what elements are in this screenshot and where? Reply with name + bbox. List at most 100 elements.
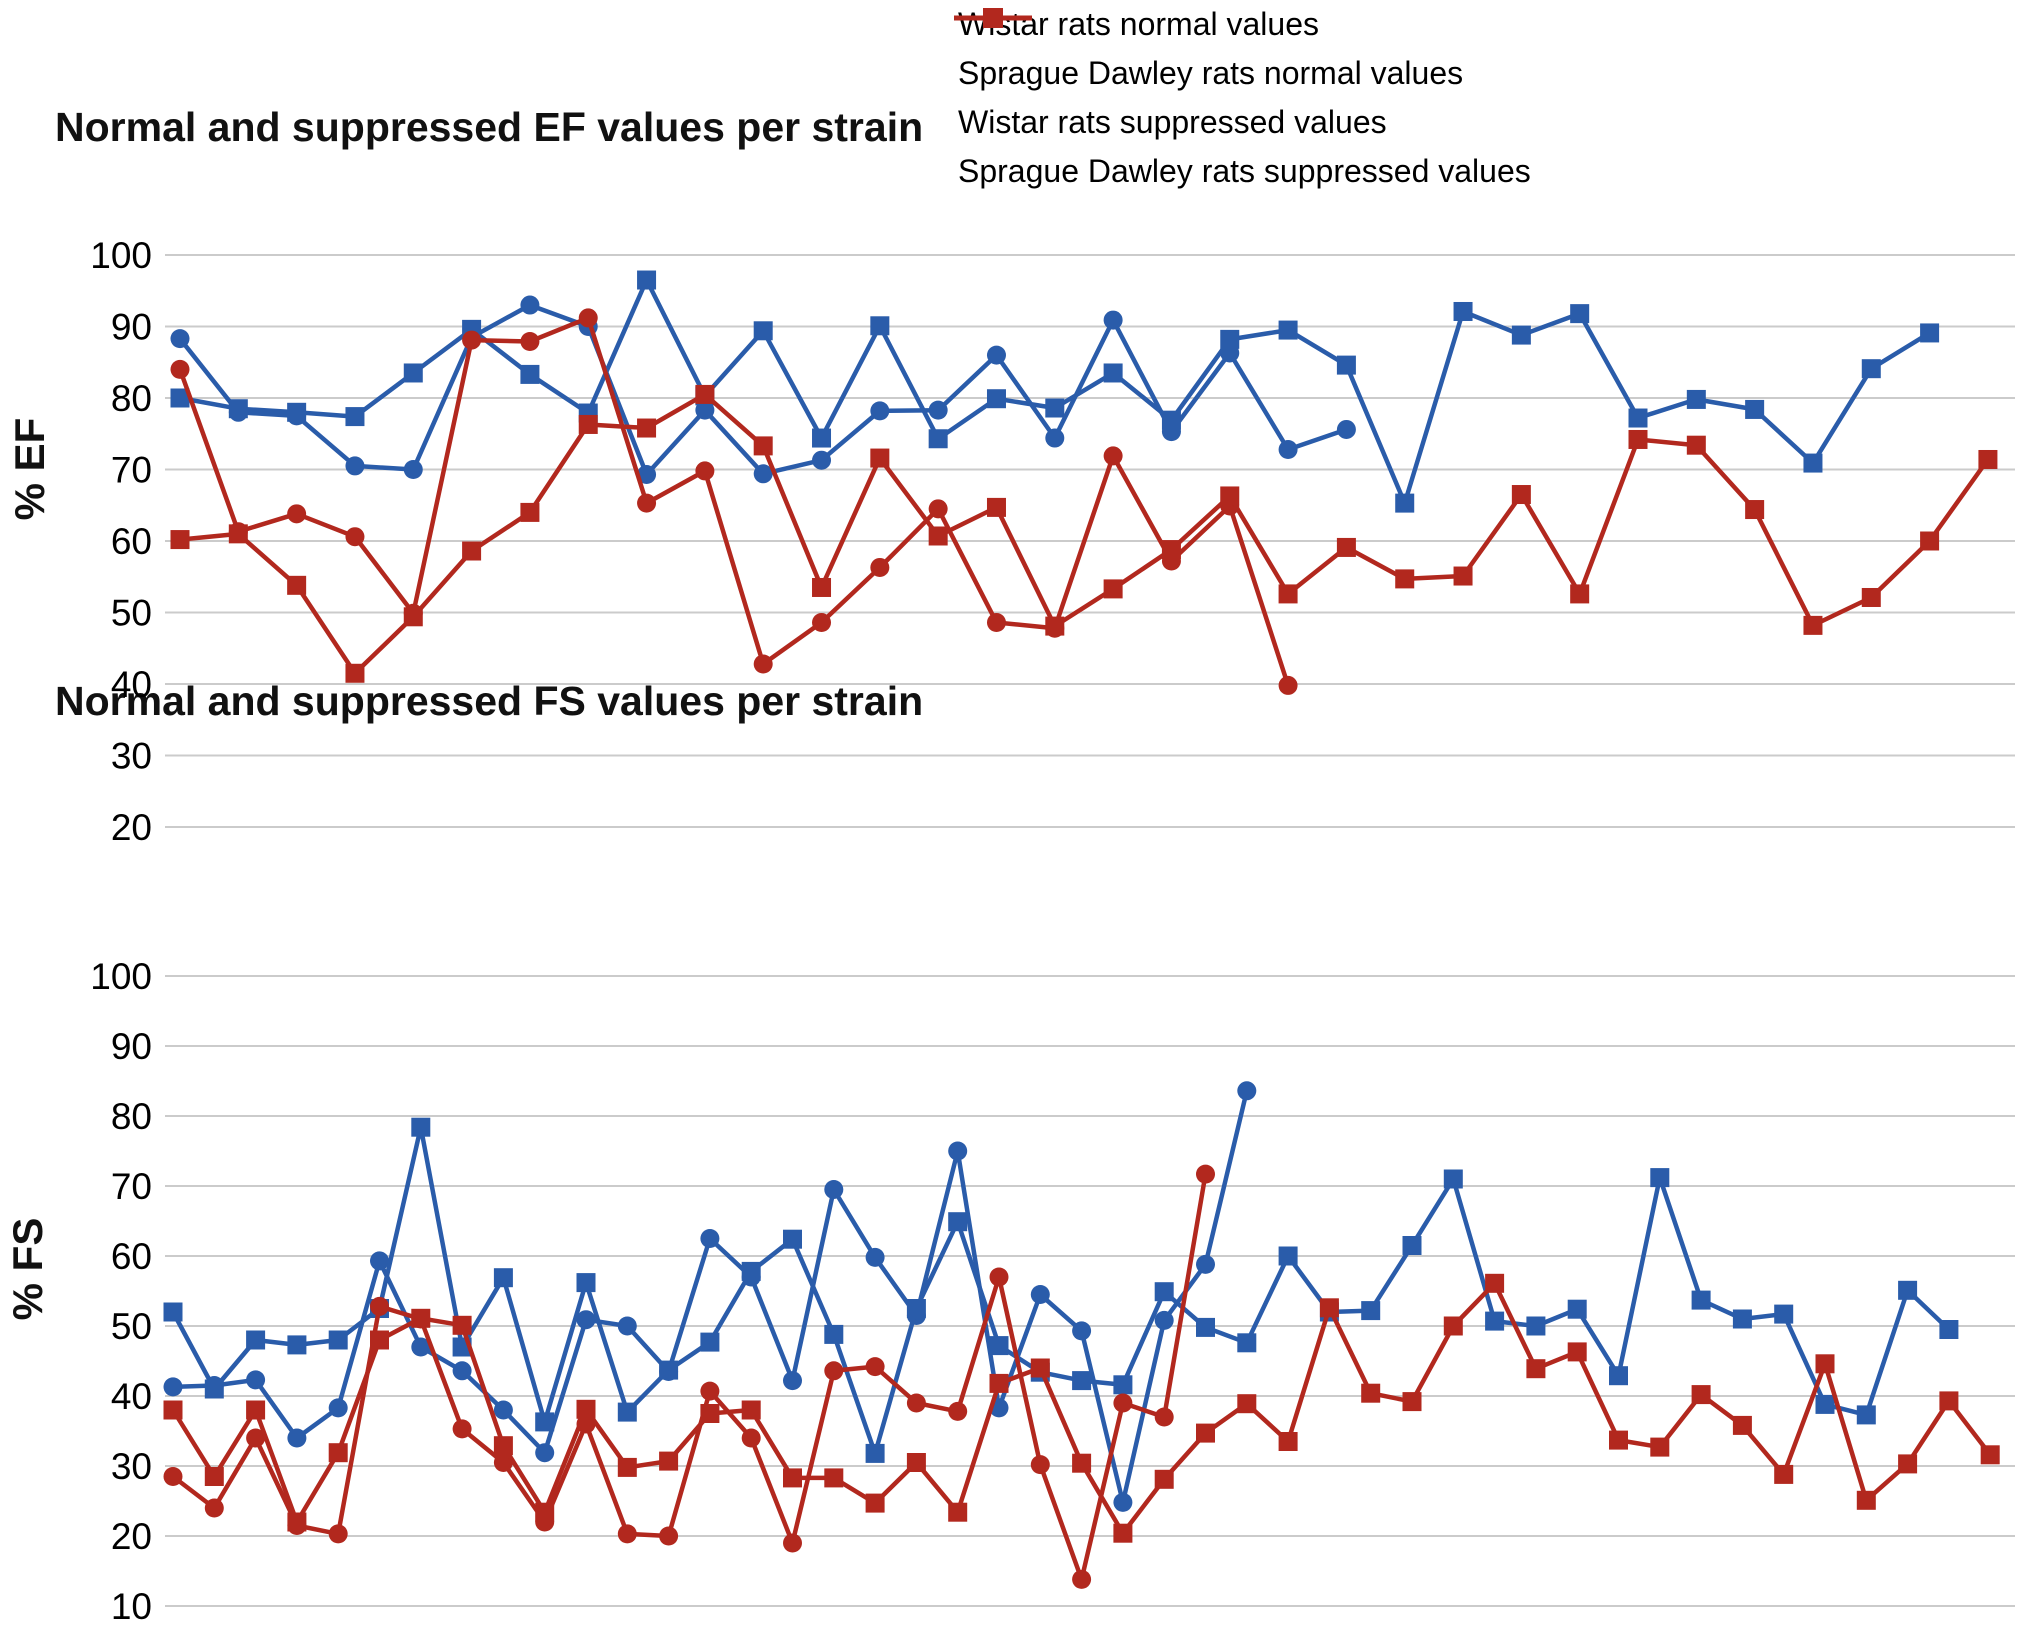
data-point	[345, 663, 365, 683]
data-point	[1650, 1168, 1670, 1188]
y-tick-80: 80	[111, 1096, 152, 1137]
data-point	[948, 1401, 968, 1421]
data-point	[246, 1428, 266, 1448]
data-point	[1045, 616, 1065, 636]
data-point	[328, 1330, 348, 1350]
data-point	[403, 607, 423, 627]
data-point	[1861, 587, 1881, 607]
data-point	[1196, 1254, 1215, 1274]
data-point	[1920, 323, 1940, 343]
y-tick-20: 20	[111, 807, 152, 848]
data-point	[928, 429, 948, 449]
data-point	[989, 1336, 1009, 1356]
data-point	[1402, 1392, 1422, 1412]
data-point	[1443, 1316, 1463, 1336]
data-point	[865, 1443, 885, 1463]
data-point	[1803, 453, 1823, 473]
data-point	[1278, 439, 1298, 459]
legend-label: Sprague Dawley rats normal values	[958, 55, 1464, 91]
data-point	[906, 1299, 926, 1318]
data-point	[1336, 419, 1356, 439]
data-point	[1103, 363, 1123, 383]
data-point	[578, 414, 598, 434]
legend-item-sprague-normal: Sprague Dawley rats normal values	[952, 8, 1531, 98]
data-point	[1072, 1453, 1092, 1473]
data-point	[576, 1273, 596, 1293]
data-point	[700, 1229, 720, 1248]
y-tick-60: 60	[111, 1236, 152, 1277]
data-point	[170, 388, 190, 408]
data-point	[411, 1337, 431, 1357]
data-point	[246, 1400, 266, 1420]
data-point	[870, 557, 890, 577]
data-point	[1336, 537, 1356, 557]
data-point	[1978, 449, 1998, 469]
data-point	[637, 465, 657, 485]
data-point	[1278, 320, 1298, 340]
series-line-1-2	[171, 1173, 1208, 1582]
data-point	[1161, 410, 1181, 430]
data-point	[1154, 1282, 1174, 1302]
ef-chart-title: Normal and suppressed EF values per stra…	[55, 104, 924, 150]
y-tick-20: 20	[111, 1516, 152, 1557]
y-tick-70: 70	[111, 450, 152, 491]
data-point	[1045, 398, 1065, 418]
data-point	[1745, 500, 1765, 520]
data-point	[1336, 355, 1356, 375]
data-point	[812, 450, 832, 470]
data-point	[783, 1229, 802, 1249]
data-point	[576, 1399, 596, 1419]
data-point	[812, 428, 832, 448]
data-point	[328, 1524, 348, 1544]
data-point	[1361, 1383, 1381, 1403]
data-point	[370, 1251, 389, 1271]
data-point	[576, 1310, 596, 1330]
data-point	[1856, 1405, 1876, 1425]
data-point	[493, 1400, 513, 1420]
data-point	[870, 448, 890, 468]
data-point	[1628, 408, 1648, 428]
data-point	[1628, 429, 1648, 449]
data-point	[1278, 584, 1298, 604]
data-point	[1774, 1464, 1794, 1484]
data-point	[1453, 301, 1473, 321]
data-point	[986, 497, 1006, 517]
data-point	[1898, 1280, 1918, 1300]
data-point	[411, 1117, 431, 1137]
series-line-1-1	[171, 1124, 1951, 1456]
data-point	[1237, 1333, 1257, 1353]
data-point	[170, 359, 190, 379]
data-point	[1732, 1415, 1752, 1435]
data-point	[1154, 1469, 1174, 1489]
data-point	[287, 1512, 307, 1532]
data-point	[163, 1377, 183, 1397]
data-point	[246, 1330, 266, 1350]
data-point	[246, 1370, 266, 1390]
data-point	[741, 1400, 761, 1420]
data-point	[1278, 1432, 1298, 1451]
data-point	[1803, 615, 1823, 635]
data-point	[928, 499, 948, 519]
y-tick-70: 70	[111, 1166, 152, 1207]
data-point	[1072, 1569, 1092, 1589]
data-point	[1220, 486, 1240, 506]
data-point	[170, 329, 190, 349]
data-point	[906, 1453, 926, 1472]
legend-item-wistar-normal: Wistar rats normal values	[952, 0, 1531, 49]
legend-label: Wistar rats suppressed values	[958, 104, 1387, 140]
data-point	[1113, 1492, 1133, 1512]
data-point	[1745, 399, 1765, 419]
y-tick-100: 100	[90, 235, 152, 276]
data-point	[345, 456, 365, 476]
data-point	[1030, 1358, 1050, 1378]
data-point	[1570, 304, 1590, 324]
data-point	[1113, 1523, 1133, 1543]
legend-item-sprague-suppressed: Sprague Dawley rats suppressed values	[952, 8, 1531, 196]
data-point	[1511, 325, 1531, 345]
data-point	[695, 400, 715, 420]
data-point	[986, 613, 1006, 633]
data-point	[659, 1360, 679, 1380]
data-point	[700, 1404, 720, 1423]
data-point	[493, 1268, 513, 1288]
